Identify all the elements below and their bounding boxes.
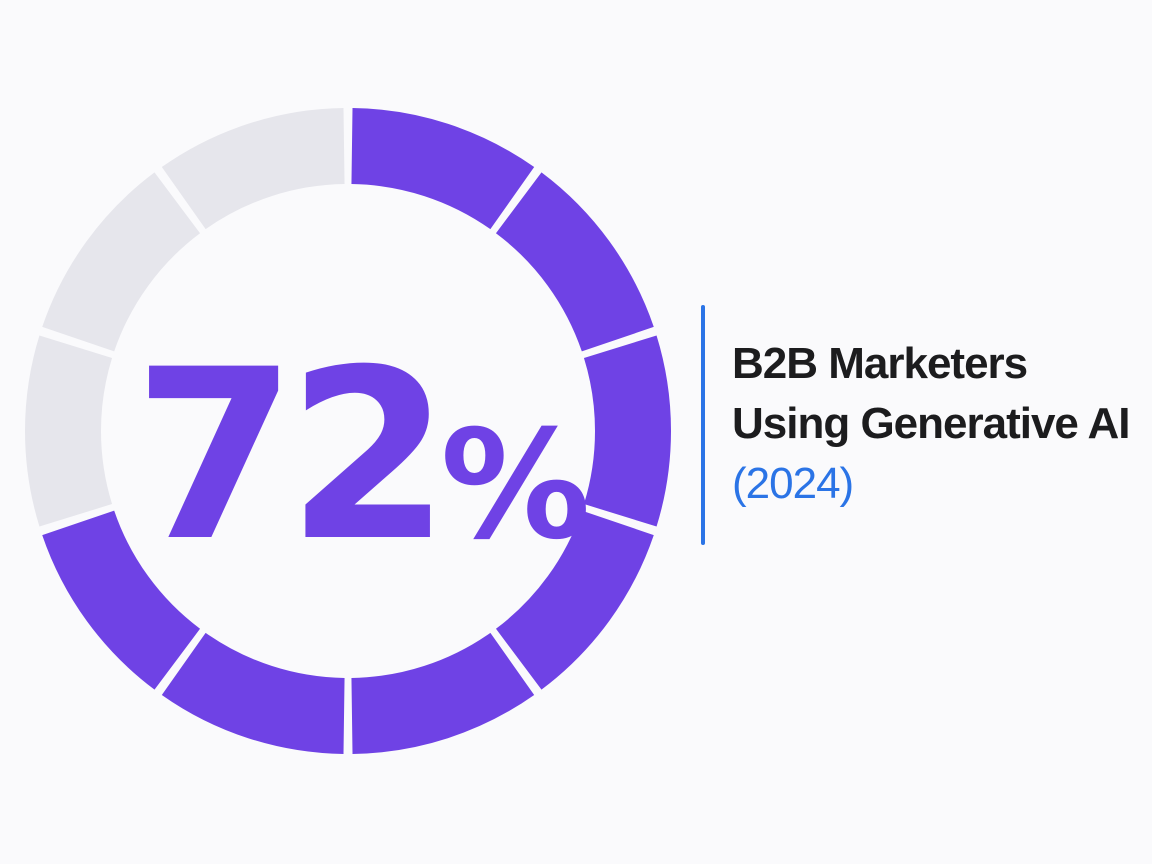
percentage-value: 72%: [133, 320, 590, 593]
donut-segment-filled: [161, 632, 345, 754]
donut-segments: [24, 108, 671, 754]
percentage-number: 72: [133, 320, 440, 593]
donut-segment-empty: [24, 335, 113, 527]
donut-segment-filled: [351, 632, 535, 754]
percentage-sign: %: [440, 399, 590, 573]
chart-caption: B2B Marketers Using Generative AI (2024): [732, 334, 1147, 514]
donut-segment-filled: [351, 108, 535, 230]
donut-segment-filled: [495, 510, 654, 690]
donut-segment-filled: [583, 335, 671, 527]
accent-divider: [701, 305, 705, 545]
caption-line-2: Using Generative AI: [732, 399, 1131, 448]
caption-line-1: B2B Marketers: [732, 339, 1028, 388]
donut-segment-filled: [495, 172, 654, 352]
donut-segment-filled: [42, 510, 201, 690]
caption-year: (2024): [732, 459, 854, 508]
donut-segment-empty: [161, 108, 345, 230]
donut-chart: 72%: [24, 108, 671, 754]
donut-segment-empty: [42, 172, 201, 352]
